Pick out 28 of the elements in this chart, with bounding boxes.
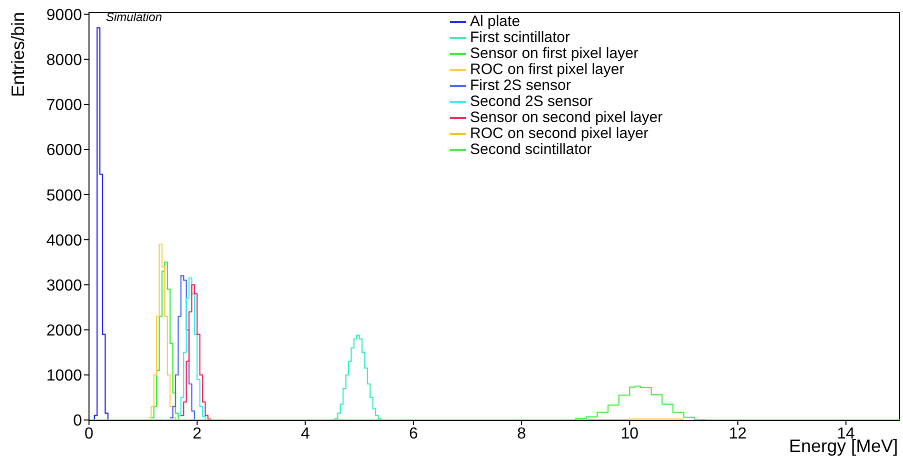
x-tick-label: 8: [517, 425, 526, 442]
legend-label: Second scintillator: [470, 140, 592, 158]
y-tick-label: 4000: [46, 232, 82, 250]
y-tick-label: 2000: [46, 322, 82, 340]
y-tick-label: 9000: [46, 6, 82, 24]
x-tick-label: 6: [408, 425, 418, 442]
x-tick-label: 2: [192, 425, 202, 442]
x-tick-label: 0: [84, 425, 94, 442]
y-tick-label: 0: [73, 412, 82, 430]
annotation: Simulation: [106, 10, 162, 24]
x-tick-label: 10: [620, 425, 639, 442]
legend-label: Sensor on second pixel layer: [470, 108, 663, 126]
y-tick-label: 6000: [46, 142, 82, 160]
legend-label: Second 2S sensor: [470, 92, 593, 110]
y-tick-label: 3000: [46, 277, 82, 294]
legend-label: ROC on first pixel layer: [470, 60, 624, 78]
x-tick-label: 12: [728, 425, 747, 442]
legend-label: First scintillator: [470, 28, 570, 46]
y-tick-label: 5000: [46, 187, 82, 204]
y-tick-label: 8000: [46, 52, 82, 70]
legend-label: Al plate: [470, 12, 520, 30]
y-tick-label: 1000: [46, 368, 82, 385]
legend-label: Sensor on first pixel layer: [470, 44, 638, 62]
y-axis-title: Entries/bin: [8, 12, 28, 98]
legend-label: First 2S sensor: [470, 76, 571, 94]
legend-label: ROC on second pixel layer: [470, 124, 648, 142]
y-tick-label: 7000: [46, 97, 82, 114]
x-tick-label: 4: [300, 425, 310, 442]
